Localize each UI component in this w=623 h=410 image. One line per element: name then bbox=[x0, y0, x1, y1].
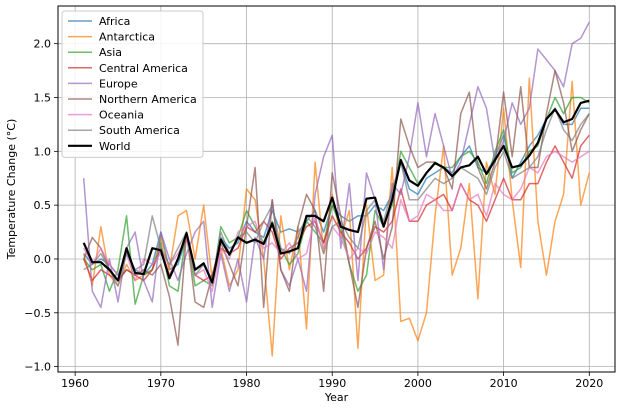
x-tick-label: 1970 bbox=[147, 377, 175, 390]
legend-label: Africa bbox=[99, 15, 130, 28]
x-tick-label: 2020 bbox=[575, 377, 603, 390]
legend-box bbox=[61, 10, 204, 158]
y-tick-label: −1.0 bbox=[24, 361, 51, 374]
y-tick-label: 0.0 bbox=[34, 253, 52, 266]
plot-frame bbox=[57, 5, 616, 373]
series-layer bbox=[82, 21, 591, 357]
legend-label: Northern America bbox=[99, 93, 197, 106]
series-line-world bbox=[82, 99, 590, 284]
legend: Africa Antarctica Asia Central America Europ… bbox=[61, 10, 204, 158]
legend-label: Central America bbox=[99, 62, 188, 75]
x-tick-label: 1960 bbox=[61, 377, 89, 390]
y-tick-label: 0.5 bbox=[34, 199, 52, 212]
legend-label: Antarctica bbox=[99, 31, 155, 44]
legend-label: Asia bbox=[99, 46, 122, 59]
x-tick-label: 2010 bbox=[490, 377, 518, 390]
y-tick-label: 1.0 bbox=[34, 145, 52, 158]
legend-label: Europe bbox=[99, 77, 138, 90]
x-axis-label: Year bbox=[324, 391, 349, 404]
x-tick-label: 1990 bbox=[318, 377, 346, 390]
x-tick-label: 1980 bbox=[233, 377, 261, 390]
legend-label: World bbox=[99, 140, 131, 153]
series-line-northern-america bbox=[83, 69, 590, 346]
y-axis-label: Temperature Change (°C) bbox=[5, 119, 18, 261]
y-tick-label: −0.5 bbox=[24, 307, 51, 320]
legend-label: Oceania bbox=[99, 109, 144, 122]
y-tick-label: 2.0 bbox=[34, 38, 52, 51]
legend-label: South America bbox=[99, 124, 180, 137]
y-tick-label: 1.5 bbox=[34, 92, 52, 105]
x-tick-label: 2000 bbox=[404, 377, 432, 390]
tick-layer: 1960 1970 1980 1990 2000 2010 2020 −1.0 −0.5 0.0 0… bbox=[24, 38, 603, 390]
series-line-south-america bbox=[83, 107, 590, 287]
